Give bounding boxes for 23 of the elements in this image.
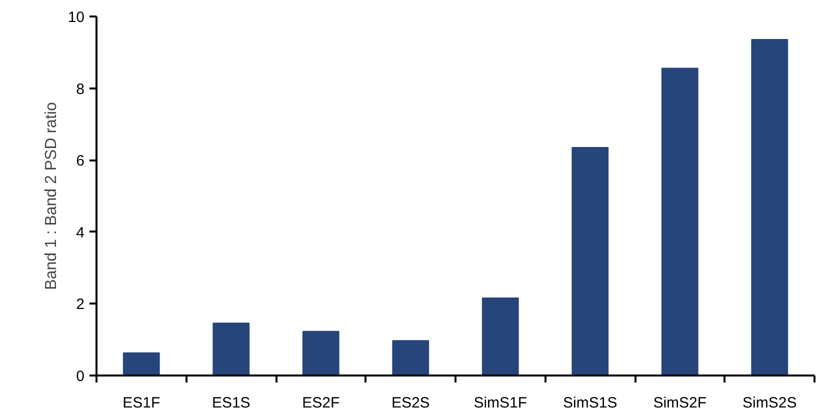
- bar: [661, 68, 698, 376]
- bar: [392, 340, 430, 376]
- bar: [122, 352, 160, 376]
- x-tick-label: SimS2F: [653, 394, 707, 412]
- bar: [212, 322, 250, 376]
- x-tick-label: ES2S: [391, 394, 430, 412]
- x-tick-label: ES1S: [212, 394, 250, 412]
- bar: [572, 147, 609, 376]
- x-tick-label: SimS1F: [474, 394, 528, 412]
- y-tick-label: 4: [76, 224, 84, 242]
- bar: [751, 38, 788, 376]
- y-tick-label: 8: [76, 80, 84, 98]
- x-tick-label: SimS2S: [742, 394, 797, 412]
- bar: [482, 297, 519, 376]
- x-tick-label: ES2F: [302, 394, 340, 412]
- x-tick-label: ES1F: [122, 394, 160, 412]
- y-tick-label: 10: [68, 9, 85, 26]
- y-tick-label: 0: [76, 368, 84, 385]
- y-tick-label: 2: [76, 296, 84, 314]
- y-tick-label: 6: [76, 152, 84, 170]
- x-tick-label: SimS1S: [563, 394, 618, 412]
- bar: [302, 330, 340, 376]
- y-axis-title: Band 1 : Band 2 PSD ratio: [42, 102, 60, 290]
